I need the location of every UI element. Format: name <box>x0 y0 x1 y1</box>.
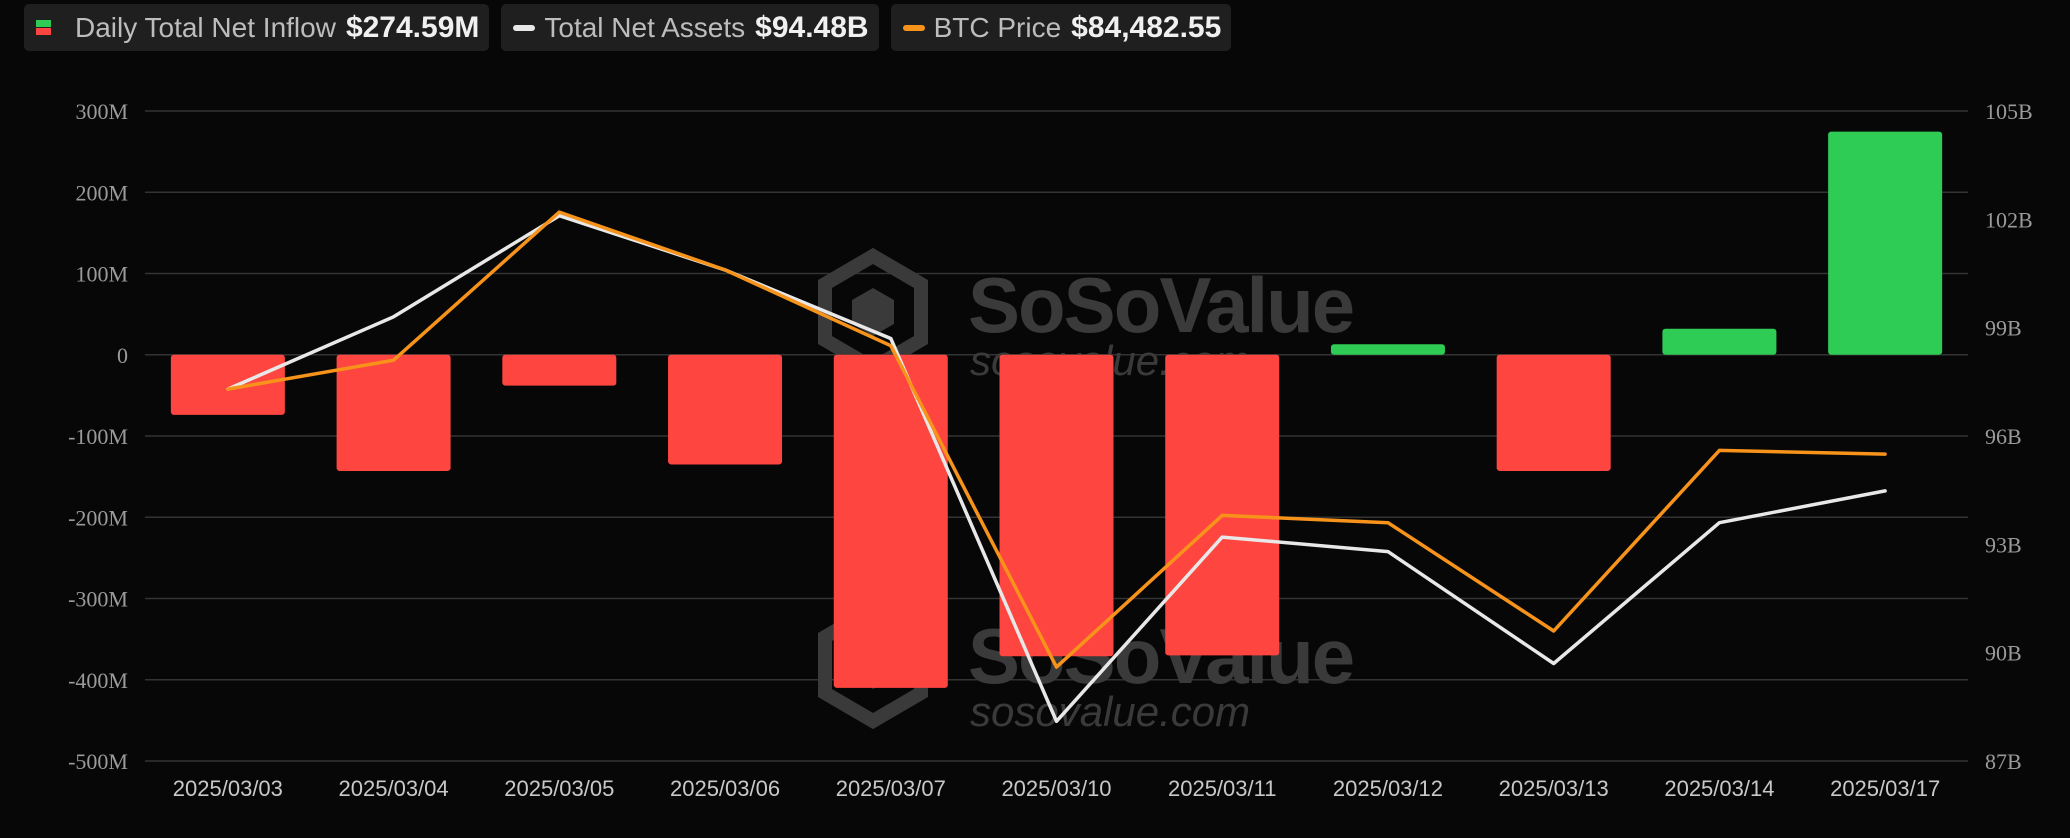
line-swatch-icon <box>513 24 536 31</box>
legend-assets-value: $94.48B <box>755 10 869 44</box>
inflow-bar[interactable] <box>833 354 948 688</box>
x-tick-label: 2025/03/17 <box>1830 776 1940 801</box>
legend-btc-value: $84,482.55 <box>1071 10 1222 44</box>
inflow-bar[interactable] <box>1828 131 1943 355</box>
y-right-tick-label: 96B <box>1985 424 2022 449</box>
x-tick-label: 2025/03/03 <box>173 776 283 801</box>
y-right-tick-label: 87B <box>1985 749 2022 774</box>
y-left-tick-label: 100M <box>75 262 128 287</box>
y-right-tick-label: 105B <box>1985 99 2033 124</box>
legend-inflow-value: $274.59M <box>345 10 480 44</box>
legend-btc-label: BTC Price <box>933 11 1062 43</box>
x-tick-label: 2025/03/11 <box>1168 776 1276 801</box>
y-axis-left: 300M 200M 100M 0 -100M -200M -300M -400M -500M <box>68 99 128 774</box>
watermark-url: sosovalue.com <box>970 688 1250 735</box>
bar-swatch-icon <box>36 20 51 35</box>
legend-inflow[interactable]: Daily Total Net Inflow $274.59M <box>24 4 490 51</box>
inflow-bar[interactable] <box>170 354 285 415</box>
btc-price-line[interactable] <box>226 210 1887 669</box>
inflow-bar[interactable] <box>999 354 1114 657</box>
y-right-tick-label: 90B <box>1985 641 2022 666</box>
y-left-tick-label: -300M <box>68 587 128 612</box>
inflow-bar[interactable] <box>336 354 451 471</box>
y-right-tick-label: 99B <box>1985 316 2022 341</box>
y-left-tick-label: -100M <box>68 424 128 449</box>
inflow-bar[interactable] <box>668 354 783 465</box>
y-right-tick-label: 93B <box>1985 532 2022 557</box>
line-series <box>226 210 1887 724</box>
x-tick-label: 2025/03/14 <box>1664 776 1774 801</box>
x-tick-label: 2025/03/04 <box>339 776 449 801</box>
inflow-bar[interactable] <box>1165 354 1280 656</box>
legend-btc-price[interactable]: BTC Price $84,482.55 <box>890 4 1232 51</box>
y-right-tick-label: 102B <box>1985 207 2033 232</box>
x-tick-label: 2025/03/10 <box>1001 776 1111 801</box>
y-left-tick-label: 200M <box>75 180 128 205</box>
y-axis-right: 105B 102B 99B 96B 93B 90B 87B <box>1985 99 2033 774</box>
x-tick-label: 2025/03/05 <box>504 776 614 801</box>
net-assets-line[interactable] <box>226 213 1887 724</box>
x-tick-label: 2025/03/07 <box>836 776 946 801</box>
y-left-tick-label: 0 <box>117 343 128 368</box>
y-left-tick-label: -400M <box>68 668 128 693</box>
inflow-bar[interactable] <box>1496 354 1611 471</box>
legend-inflow-label: Daily Total Net Inflow <box>75 11 336 43</box>
inflow-bar[interactable] <box>1330 344 1445 355</box>
inflow-bar[interactable] <box>502 354 617 386</box>
bar-series <box>170 131 1943 688</box>
y-left-tick-label: -200M <box>68 505 128 530</box>
x-tick-label: 2025/03/06 <box>670 776 780 801</box>
x-tick-label: 2025/03/12 <box>1333 776 1443 801</box>
legend-bar: Daily Total Net Inflow $274.59M Total Ne… <box>24 4 1232 51</box>
legend-assets-label: Total Net Assets <box>544 11 746 43</box>
y-left-tick-label: 300M <box>75 99 128 124</box>
legend-net-assets[interactable]: Total Net Assets $94.48B <box>501 4 879 51</box>
inflow-bar[interactable] <box>1662 328 1777 355</box>
line-swatch-icon <box>902 24 925 31</box>
y-left-tick-label: -500M <box>68 749 128 774</box>
x-tick-label: 2025/03/13 <box>1499 776 1609 801</box>
watermark-brand: SoSoValue <box>968 261 1353 349</box>
x-axis: 2025/03/03 2025/03/04 2025/03/05 2025/03/06… <box>173 776 1940 801</box>
